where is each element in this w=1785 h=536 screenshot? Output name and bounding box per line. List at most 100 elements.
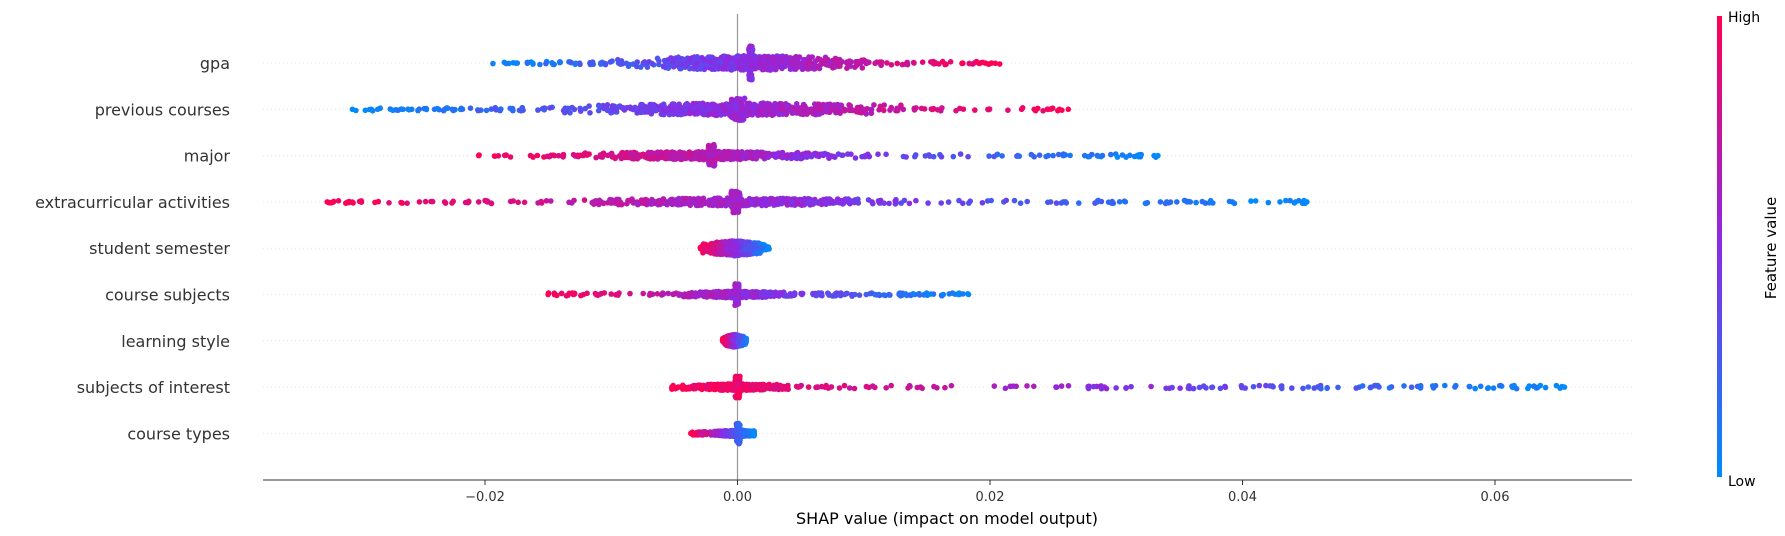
data-point bbox=[756, 107, 763, 113]
data-point bbox=[558, 290, 565, 297]
data-point bbox=[691, 64, 698, 70]
data-point bbox=[939, 58, 946, 65]
data-point bbox=[938, 154, 945, 160]
data-point bbox=[835, 151, 842, 157]
data-point bbox=[921, 106, 928, 112]
data-point bbox=[620, 154, 626, 160]
data-point bbox=[669, 101, 676, 107]
data-point bbox=[984, 198, 991, 204]
data-point bbox=[1265, 199, 1272, 206]
data-point bbox=[615, 60, 622, 66]
data-point bbox=[960, 200, 966, 207]
outlier-point bbox=[1081, 152, 1088, 159]
data-point bbox=[737, 117, 744, 123]
data-point bbox=[824, 198, 830, 205]
data-point bbox=[775, 58, 781, 65]
data-point bbox=[894, 105, 900, 112]
data-point bbox=[814, 151, 821, 157]
data-point bbox=[639, 102, 646, 108]
data-point bbox=[712, 60, 719, 67]
data-point bbox=[606, 107, 612, 114]
data-point bbox=[916, 290, 922, 297]
data-point bbox=[404, 200, 410, 206]
data-point bbox=[759, 200, 766, 206]
data-point bbox=[950, 153, 957, 160]
data-point bbox=[740, 106, 747, 113]
data-point bbox=[778, 105, 785, 112]
data-point bbox=[947, 59, 954, 65]
data-point bbox=[838, 197, 845, 204]
data-point bbox=[729, 108, 735, 115]
data-point bbox=[577, 152, 583, 159]
outlier-point bbox=[465, 199, 472, 205]
data-point bbox=[859, 65, 866, 71]
data-point bbox=[701, 290, 708, 296]
data-point bbox=[957, 151, 964, 157]
data-point bbox=[846, 198, 853, 205]
data-point bbox=[854, 60, 860, 67]
data-point bbox=[541, 107, 548, 113]
data-point bbox=[835, 109, 842, 116]
data-point bbox=[912, 153, 918, 160]
data-points bbox=[324, 43, 1568, 447]
data-point bbox=[928, 106, 935, 112]
data-point bbox=[595, 107, 602, 114]
data-point bbox=[747, 43, 754, 50]
outlier-point bbox=[1047, 199, 1054, 205]
data-point bbox=[799, 291, 805, 298]
data-point bbox=[825, 152, 832, 159]
data-point bbox=[602, 60, 608, 67]
data-point bbox=[649, 60, 655, 67]
outlier-point bbox=[940, 291, 947, 298]
outlier-point bbox=[1045, 106, 1051, 113]
data-point bbox=[719, 244, 725, 251]
data-point bbox=[735, 208, 741, 214]
data-point bbox=[721, 66, 727, 72]
data-point bbox=[699, 108, 705, 114]
data-point bbox=[656, 58, 662, 64]
data-point bbox=[607, 59, 614, 65]
data-point bbox=[415, 107, 421, 114]
data-point bbox=[467, 105, 474, 111]
data-point bbox=[1053, 200, 1060, 206]
outlier-point bbox=[560, 152, 567, 159]
data-point bbox=[932, 59, 938, 66]
outlier-point bbox=[1155, 152, 1161, 159]
data-point bbox=[808, 198, 815, 204]
data-point bbox=[769, 55, 776, 61]
data-point bbox=[696, 153, 702, 160]
data-point bbox=[967, 198, 973, 204]
outlier-point bbox=[1304, 199, 1310, 205]
data-point bbox=[773, 66, 779, 72]
data-point bbox=[535, 107, 541, 113]
data-point bbox=[818, 290, 825, 296]
data-point bbox=[724, 246, 730, 253]
outlier-point bbox=[1094, 152, 1101, 159]
data-point bbox=[421, 105, 428, 112]
data-point bbox=[884, 60, 890, 66]
data-point bbox=[972, 107, 978, 113]
data-point bbox=[1202, 200, 1209, 206]
data-point bbox=[507, 154, 514, 160]
data-point bbox=[953, 107, 959, 114]
data-point bbox=[728, 60, 735, 67]
data-point bbox=[665, 60, 671, 67]
data-point bbox=[1036, 152, 1043, 158]
data-point bbox=[562, 105, 568, 111]
data-point bbox=[563, 293, 570, 299]
data-point bbox=[705, 54, 712, 60]
outlier-point bbox=[324, 199, 331, 205]
outlier-point bbox=[527, 152, 534, 159]
data-point bbox=[722, 149, 729, 156]
data-point bbox=[722, 290, 728, 297]
outlier-point bbox=[570, 291, 577, 298]
data-point bbox=[996, 61, 1003, 67]
data-point bbox=[727, 149, 733, 155]
data-point bbox=[788, 60, 795, 66]
data-point bbox=[883, 151, 889, 158]
data-point bbox=[811, 59, 818, 66]
data-point bbox=[760, 244, 766, 250]
data-point bbox=[810, 106, 816, 113]
outlier-point bbox=[852, 291, 858, 298]
data-point bbox=[823, 107, 830, 113]
